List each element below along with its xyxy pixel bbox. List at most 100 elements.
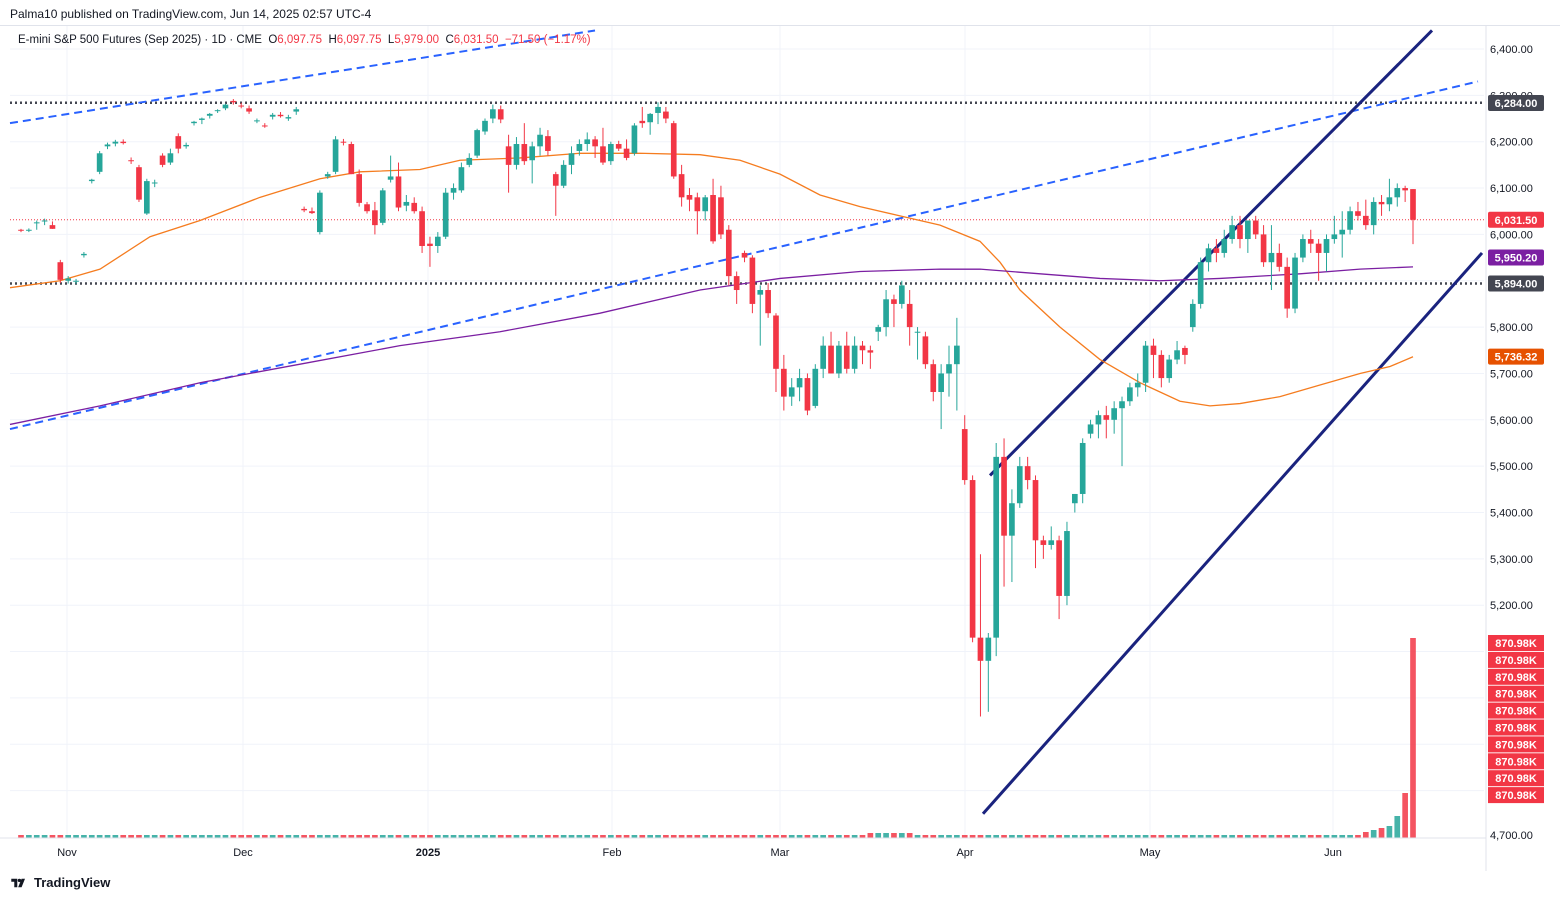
candle-body[interactable] xyxy=(419,211,425,246)
candle-body[interactable] xyxy=(1174,350,1180,360)
candle-body[interactable] xyxy=(537,134,543,147)
candle-body[interactable] xyxy=(427,243,433,246)
candle-body[interactable] xyxy=(230,100,237,103)
candle-body[interactable] xyxy=(718,197,724,235)
candle-body[interactable] xyxy=(954,345,960,365)
candle-body[interactable] xyxy=(505,146,512,165)
candle-body[interactable] xyxy=(403,201,410,206)
candle-body[interactable] xyxy=(1307,239,1314,244)
candle-body[interactable] xyxy=(804,378,811,411)
candle-body[interactable] xyxy=(1221,239,1228,253)
candle-body[interactable] xyxy=(387,176,394,180)
candle-body[interactable] xyxy=(600,146,606,163)
candle-body[interactable] xyxy=(246,108,252,112)
candle-body[interactable] xyxy=(828,345,834,374)
candle-body[interactable] xyxy=(898,285,905,304)
candle-body[interactable] xyxy=(930,364,937,392)
candle-body[interactable] xyxy=(1378,201,1385,205)
candle-body[interactable] xyxy=(466,157,473,165)
candle-body[interactable] xyxy=(356,174,363,203)
candle-body[interactable] xyxy=(57,262,64,280)
candle-body[interactable] xyxy=(254,120,260,122)
candle-body[interactable] xyxy=(655,106,661,113)
candle-body[interactable] xyxy=(1009,503,1015,536)
candle-body[interactable] xyxy=(348,144,355,175)
candle-body[interactable] xyxy=(1142,345,1149,383)
candle-body[interactable] xyxy=(1111,408,1117,420)
candle-body[interactable] xyxy=(584,139,591,145)
candle-body[interactable] xyxy=(961,429,968,481)
candle-body[interactable] xyxy=(1134,382,1141,388)
candle-body[interactable] xyxy=(812,368,819,406)
candle-body[interactable] xyxy=(490,109,496,119)
candle-body[interactable] xyxy=(615,144,622,149)
candle-body[interactable] xyxy=(214,110,221,112)
candle-body[interactable] xyxy=(796,378,803,388)
candle-body[interactable] xyxy=(159,155,166,165)
candle-body[interactable] xyxy=(702,197,709,212)
candle-body[interactable] xyxy=(442,192,449,237)
candle-body[interactable] xyxy=(1064,531,1070,596)
candle-body[interactable] xyxy=(104,144,111,147)
candle-body[interactable] xyxy=(143,181,150,214)
candle-body[interactable] xyxy=(277,114,284,117)
candle-body[interactable] xyxy=(1189,303,1196,328)
candle-body[interactable] xyxy=(710,195,716,242)
candle-body[interactable] xyxy=(88,179,95,182)
candle-body[interactable] xyxy=(65,278,72,281)
candle-body[interactable] xyxy=(206,113,213,116)
candle-body[interactable] xyxy=(474,130,480,156)
candle-body[interactable] xyxy=(623,148,630,158)
candle-body[interactable] xyxy=(1268,252,1275,263)
candle-body[interactable] xyxy=(1300,239,1306,258)
candle-body[interactable] xyxy=(136,167,142,200)
candle-body[interactable] xyxy=(1260,234,1267,263)
candle-body[interactable] xyxy=(364,204,370,212)
candle-body[interactable] xyxy=(1331,234,1338,240)
candle-body[interactable] xyxy=(741,252,748,258)
candle-body[interactable] xyxy=(238,105,245,107)
candle-body[interactable] xyxy=(1048,540,1055,545)
candle-body[interactable] xyxy=(1016,466,1023,504)
candle-body[interactable] xyxy=(1056,540,1062,596)
candle-body[interactable] xyxy=(859,345,866,351)
candle-body[interactable] xyxy=(875,327,882,332)
candle-body[interactable] xyxy=(18,229,24,231)
candle-body[interactable] xyxy=(938,373,944,392)
candle-body[interactable] xyxy=(1323,239,1330,253)
candle-body[interactable] xyxy=(372,210,378,226)
candle-body[interactable] xyxy=(836,345,842,374)
candle-body[interactable] xyxy=(725,229,732,277)
candle-body[interactable] xyxy=(1024,466,1031,481)
candle-body[interactable] xyxy=(1158,354,1165,379)
candle-body[interactable] xyxy=(1150,345,1157,355)
candle-body[interactable] xyxy=(1079,442,1086,494)
candle-body[interactable] xyxy=(639,120,646,124)
candle-body[interactable] xyxy=(81,253,87,256)
candle-body[interactable] xyxy=(458,167,465,191)
candle-body[interactable] xyxy=(1213,248,1220,253)
candle-body[interactable] xyxy=(26,229,32,231)
candle-body[interactable] xyxy=(647,113,653,123)
candle-body[interactable] xyxy=(1386,197,1393,205)
candle-body[interactable] xyxy=(293,109,300,112)
candle-body[interactable] xyxy=(183,144,189,147)
candle-body[interactable] xyxy=(1182,347,1188,355)
candle-body[interactable] xyxy=(663,111,669,119)
candle-body[interactable] xyxy=(1394,188,1401,198)
candle-body[interactable] xyxy=(167,153,174,163)
candle-body[interactable] xyxy=(1032,480,1039,541)
candle-body[interactable] xyxy=(521,144,528,162)
candle-body[interactable] xyxy=(607,144,614,162)
candle-body[interactable] xyxy=(993,456,1000,638)
candle-body[interactable] xyxy=(843,345,850,369)
candle-body[interactable] xyxy=(379,190,386,223)
candle-body[interactable] xyxy=(631,125,638,154)
candle-body[interactable] xyxy=(670,123,677,177)
candle-body[interactable] xyxy=(434,236,441,246)
candle-body[interactable] xyxy=(820,345,827,369)
candle-body[interactable] xyxy=(686,195,693,200)
candle-body[interactable] xyxy=(592,139,598,147)
candle-body[interactable] xyxy=(112,141,119,144)
candle-body[interactable] xyxy=(765,290,771,314)
